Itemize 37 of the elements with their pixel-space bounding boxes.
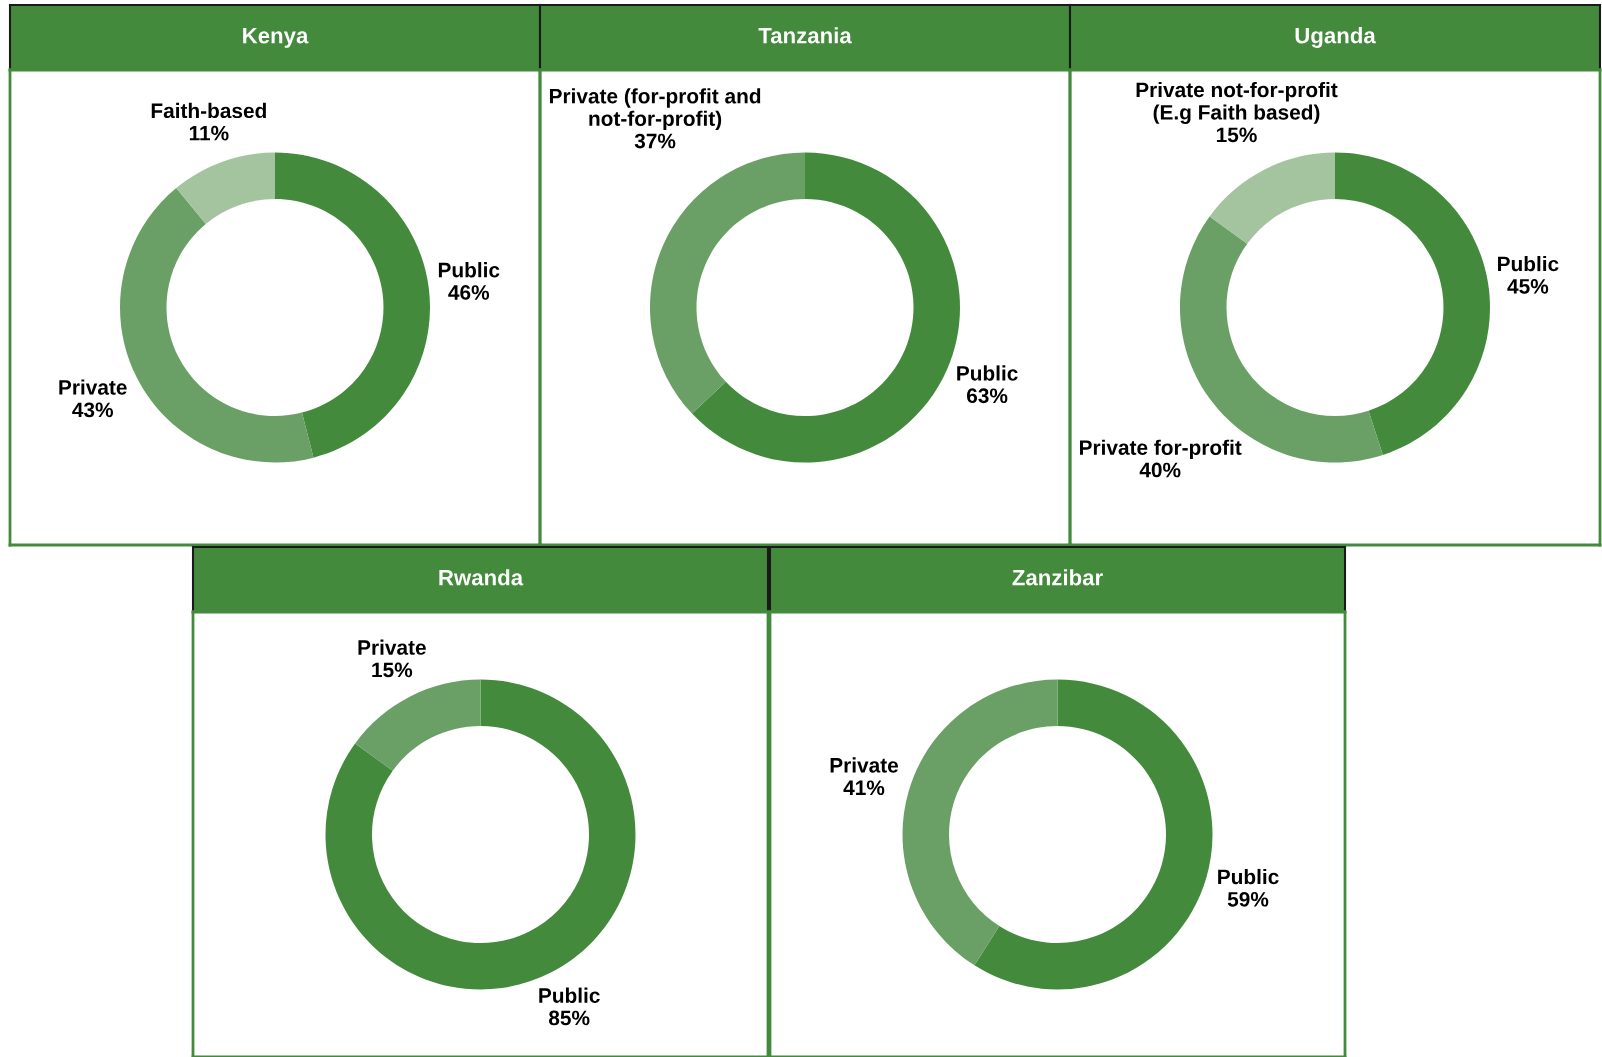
slice-label: Public <box>957 365 1018 381</box>
slice-label: Public <box>1498 256 1559 272</box>
donut-slice <box>1335 152 1490 455</box>
slice-label: Private not-for-profit (E.g Faith based) <box>1136 81 1338 124</box>
slice-label: Private <box>358 639 426 655</box>
chart-title: Uganda <box>1295 27 1376 48</box>
chart-title: Rwanda <box>439 569 524 586</box>
slice-label: Public <box>539 987 600 1003</box>
data-label: 15% <box>1216 127 1257 143</box>
chart-title: Zanzibar <box>1012 569 1103 586</box>
slice-label: Private <box>830 757 899 773</box>
slice-label: Private for-profit <box>1079 439 1242 460</box>
donut-slice <box>650 152 805 414</box>
data-label: 46% <box>448 285 490 300</box>
data-label: 41% <box>843 780 885 796</box>
slice-label: Private <box>59 379 127 395</box>
data-label: 40% <box>1139 462 1181 478</box>
slice-label: Public <box>1218 868 1279 885</box>
data-label: 45% <box>1507 279 1549 294</box>
slice-label: Public <box>438 262 500 278</box>
chart-title: Tanzania <box>758 27 852 44</box>
donut-slice <box>974 679 1213 990</box>
data-label: 11% <box>189 125 229 141</box>
data-label: 85% <box>548 1010 590 1026</box>
donut-slice <box>902 679 1058 966</box>
data-label: 63% <box>967 388 1008 404</box>
chart-title: Kenya <box>243 27 309 48</box>
donut-slice <box>1209 152 1335 244</box>
donut-slice <box>176 152 275 224</box>
data-label: 37% <box>634 133 676 149</box>
slice-label: Private (for-profit and not-for-profit) <box>549 88 761 131</box>
data-label: 43% <box>72 402 113 418</box>
slice-label: Faith-based <box>151 102 266 119</box>
donut-slice <box>355 679 481 771</box>
donut-slice <box>275 152 430 458</box>
data-label: 59% <box>1227 891 1269 907</box>
data-label: 15% <box>372 662 413 678</box>
